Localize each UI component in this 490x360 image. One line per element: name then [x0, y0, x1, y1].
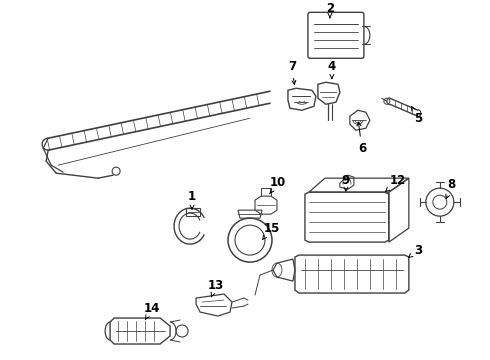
Text: 7: 7: [288, 60, 296, 85]
Text: 5: 5: [412, 106, 422, 125]
Text: 13: 13: [208, 279, 224, 297]
Text: 14: 14: [144, 302, 160, 320]
Text: 4: 4: [328, 60, 336, 78]
Text: 1: 1: [188, 190, 196, 209]
Text: 12: 12: [386, 174, 406, 192]
Text: 8: 8: [446, 178, 456, 199]
Text: 2: 2: [326, 2, 334, 18]
Text: 15: 15: [262, 222, 280, 240]
Text: 10: 10: [270, 176, 286, 194]
Text: 3: 3: [409, 244, 422, 257]
Text: 9: 9: [342, 174, 350, 191]
Text: 6: 6: [357, 122, 366, 155]
